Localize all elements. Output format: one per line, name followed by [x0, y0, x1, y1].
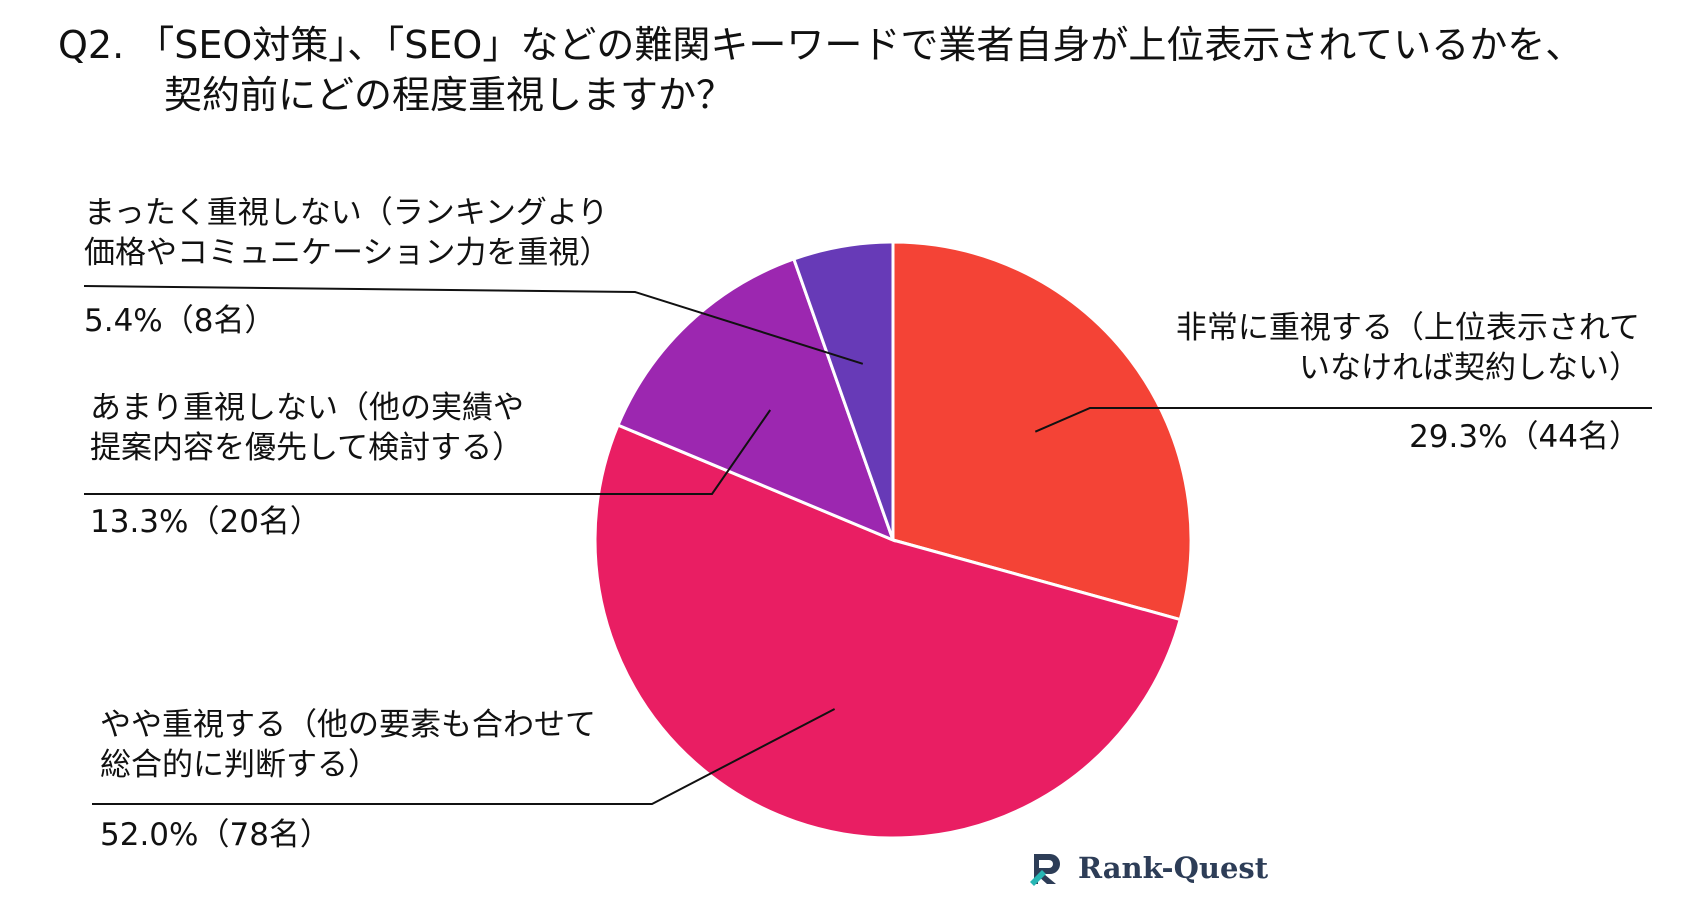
- slice-label-none-line-1: まったく重視しない（ランキングより: [84, 195, 608, 231]
- rank-quest-logo: Rank-Quest: [1028, 848, 1268, 888]
- slice-label-none-line-2: 価格やコミュニケーション力を重視）: [84, 235, 610, 271]
- pie-slice-very: [891, 240, 1193, 622]
- slice-label-notmuch-line-1: あまり重視しない（他の実績や: [90, 390, 524, 426]
- slice-label-somewhat-line-2: 総合的に判断する）: [100, 747, 379, 783]
- pie-slice-somewhat: [593, 423, 1183, 840]
- slice-value-notmuch: 13.3%（20名）: [90, 504, 321, 540]
- logo-icon: [1030, 854, 1060, 886]
- slice-label-somewhat-line-1: やや重視する（他の要素も合わせて: [100, 707, 596, 743]
- leader-line-very: [1034, 407, 1652, 433]
- pie-slices: [593, 240, 1193, 840]
- slice-value-none: 5.4%（8名）: [84, 303, 275, 339]
- pie-slice-none: [791, 240, 895, 541]
- slice-label-very-line-1: 非常に重視する（上位表示されて: [1176, 310, 1640, 346]
- pie-slice-notmuch: [616, 257, 896, 543]
- slice-label-notmuch-line-2: 提案内容を優先して検討する）: [90, 430, 523, 466]
- leader-lines: [83, 285, 1652, 805]
- leader-line-none: [83, 285, 864, 365]
- chart-title-line-2: 契約前にどの程度重視しますか？: [164, 73, 735, 117]
- chart-title-line-1: Q2. 「SEO対策」、「SEO」などの難関キーワードで業者自身が上位表示されて…: [58, 23, 1584, 67]
- chart-title: Q2. 「SEO対策」、「SEO」などの難関キーワードで業者自身が上位表示されて…: [58, 20, 1583, 120]
- slice-value-somewhat: 52.0%（78名）: [100, 817, 331, 853]
- slice-value-very: 29.3%（44名）: [1409, 419, 1640, 455]
- leader-line-somewhat: [92, 708, 836, 805]
- logo-text: Rank-Quest: [1078, 851, 1269, 885]
- leader-line-notmuch: [84, 409, 772, 495]
- slice-label-very-line-2: いなければ契約しない）: [1299, 350, 1640, 386]
